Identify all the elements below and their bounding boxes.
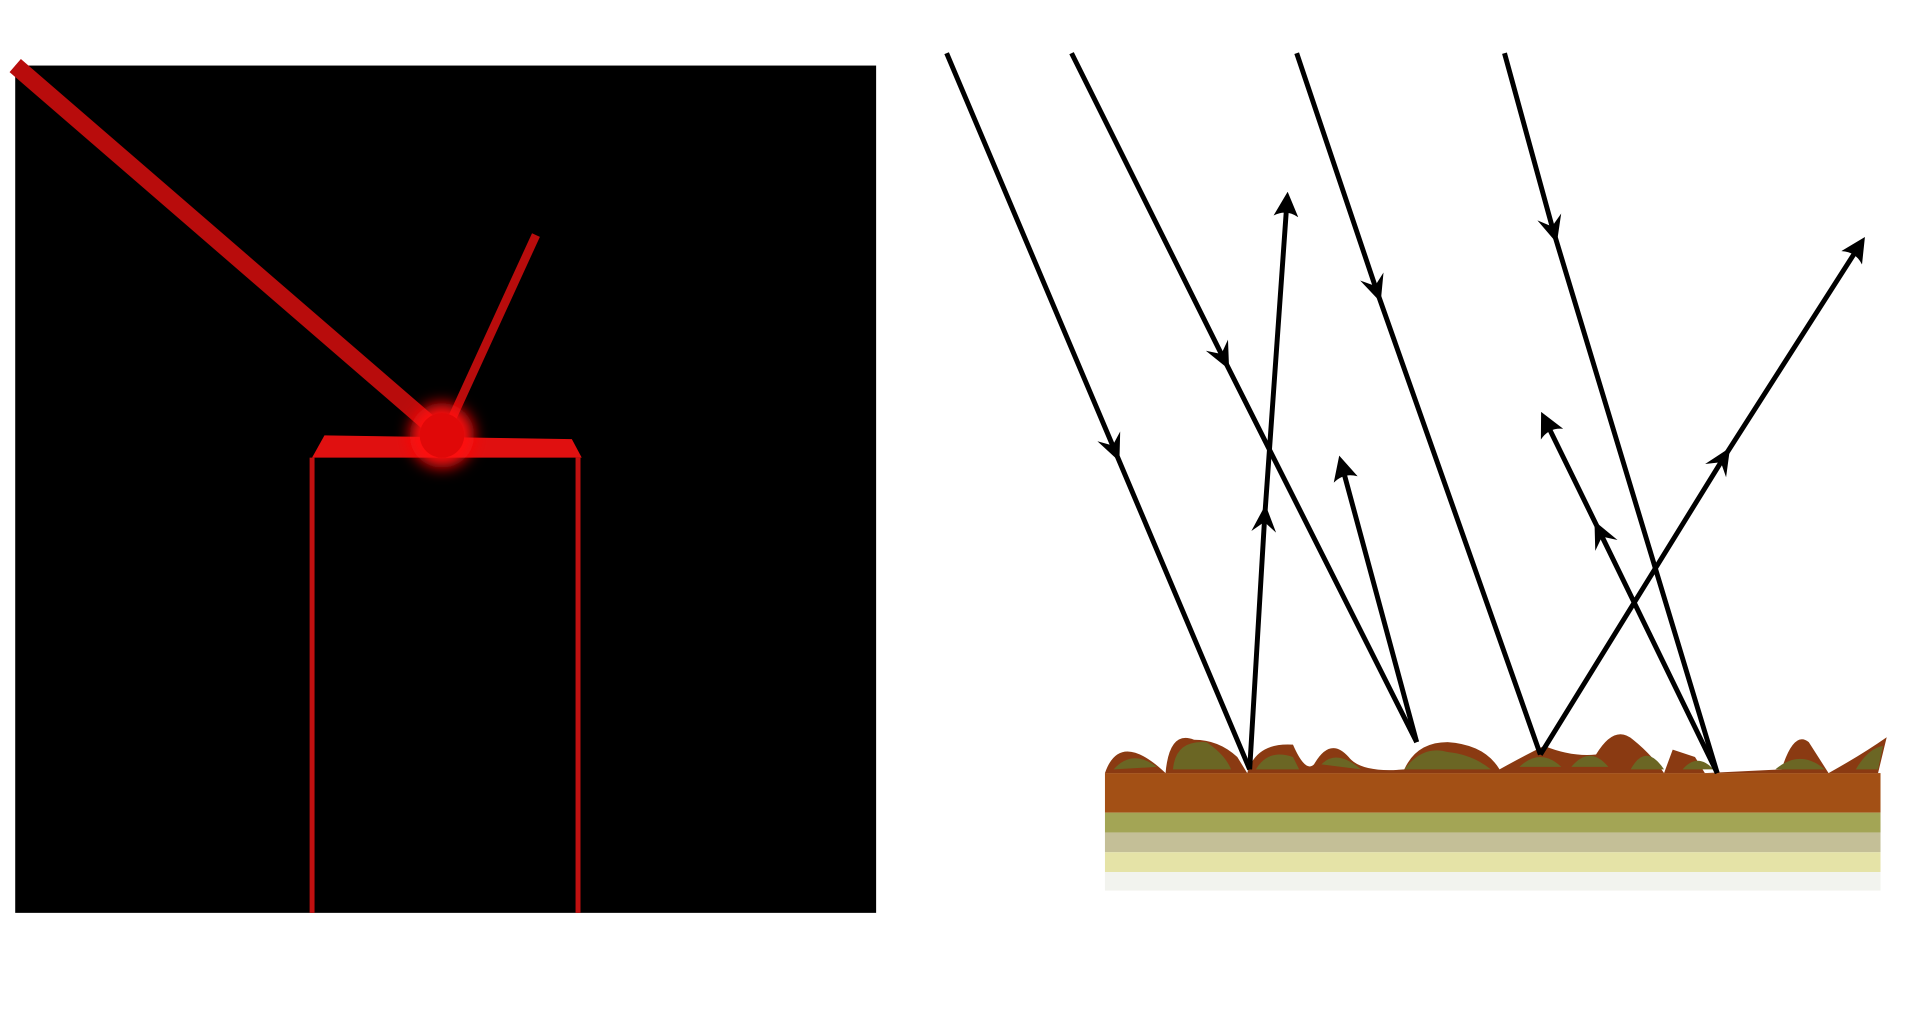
spot [419,413,465,458]
background [15,65,877,913]
incident-ray [944,52,1252,771]
scattered-ray [1538,236,1865,756]
scattered-ray [1247,191,1299,770]
vegetation [1113,741,1883,770]
incident-ray [1294,52,1543,756]
layer [1104,812,1881,833]
soil-layer [1104,773,1881,813]
scattered-ray [1540,411,1720,775]
layer [1104,832,1881,853]
layer [1104,852,1881,873]
incident-beam [9,59,442,436]
scattered-ray [1333,455,1420,743]
layer [1104,872,1881,891]
surface-panel [944,52,1887,891]
reflected-beam [444,233,540,429]
rays [944,52,1865,775]
incident-ray [1069,52,1419,744]
laser-panel [9,59,877,913]
incident-ray [1502,52,1720,774]
